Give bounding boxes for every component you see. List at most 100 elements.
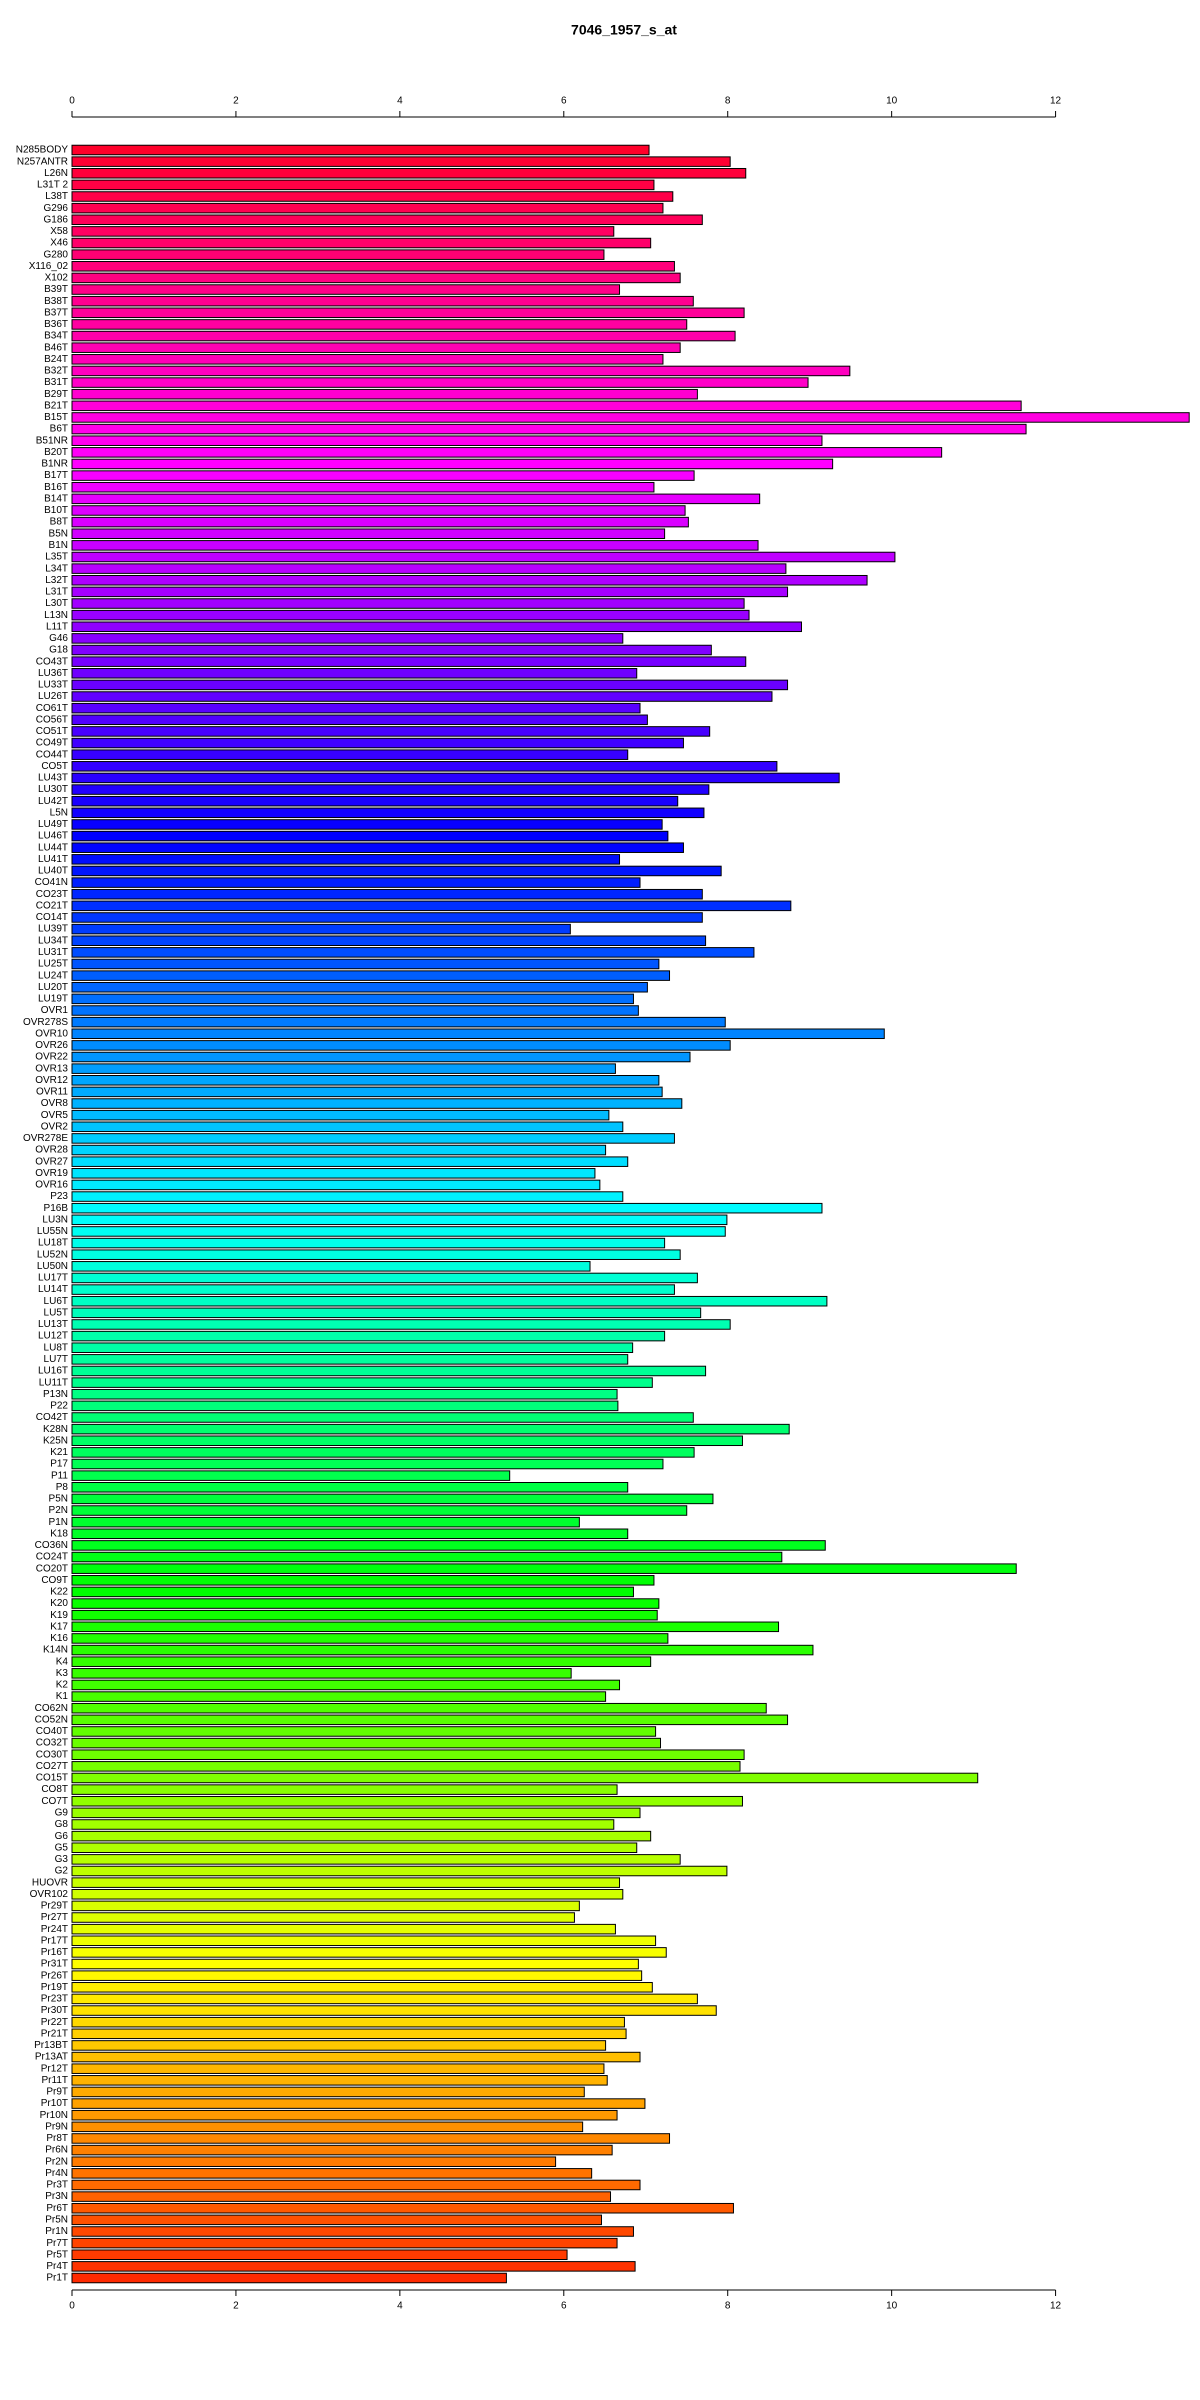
bar xyxy=(71,284,621,295)
y-tick-label: P16B xyxy=(44,1203,69,1214)
bar xyxy=(71,1772,979,1784)
y-tick-label: Pr21T xyxy=(41,2028,68,2039)
y-tick-label: K25N xyxy=(43,1435,68,1446)
y-tick-label: CO40T xyxy=(36,1726,68,1737)
bar xyxy=(71,1400,619,1412)
bar xyxy=(71,644,712,656)
y-tick-label: B17T xyxy=(44,470,68,481)
bar xyxy=(71,1668,572,1679)
y-tick-label: B32T xyxy=(44,366,68,377)
bar xyxy=(71,1086,663,1098)
x-tick-label: 10 xyxy=(886,96,898,107)
bar xyxy=(71,1795,743,1807)
bar xyxy=(71,551,896,563)
bar xyxy=(71,1470,511,1481)
bar xyxy=(71,481,655,493)
bar xyxy=(71,423,1027,435)
y-tick-label: B36T xyxy=(44,319,68,330)
bar xyxy=(71,2063,605,2074)
y-tick-label: Pr13AT xyxy=(35,2052,68,2063)
y-tick-label: LU18T xyxy=(38,1238,68,1249)
bar xyxy=(71,2086,585,2098)
y-tick-label: LU30T xyxy=(38,784,68,795)
bar xyxy=(71,633,624,644)
y-tick-label: Pr30T xyxy=(41,2005,68,2016)
y-tick-label: B16T xyxy=(44,482,68,493)
y-tick-label: OVR19 xyxy=(35,1168,68,1179)
x-tick-label: 4 xyxy=(397,96,403,107)
bar xyxy=(71,400,1022,412)
y-tick-label: LU24T xyxy=(38,970,68,981)
y-tick-label: K19 xyxy=(50,1610,68,1621)
y-tick-label: LU19T xyxy=(38,994,68,1005)
bar xyxy=(71,970,671,981)
bar xyxy=(71,156,731,167)
bar xyxy=(71,1528,629,1540)
x-tick-label: 12 xyxy=(1050,96,1062,107)
y-tick-label: Pr6N xyxy=(45,2145,68,2156)
bar xyxy=(71,458,834,470)
bar xyxy=(71,574,868,586)
bar xyxy=(71,1319,731,1330)
bar xyxy=(71,842,684,853)
bar xyxy=(71,2109,618,2121)
bar xyxy=(71,1912,575,1923)
x-tick-label: 8 xyxy=(725,96,731,107)
y-tick-label: B37T xyxy=(44,307,68,318)
bar xyxy=(71,435,823,446)
y-tick-label: B1N xyxy=(49,540,68,551)
y-tick-label: B34T xyxy=(44,331,68,342)
bar xyxy=(71,1109,610,1121)
bar xyxy=(71,586,789,598)
y-tick-label: LU5T xyxy=(44,1307,68,1318)
x-tick-label: 6 xyxy=(561,2301,567,2312)
bar xyxy=(71,1807,641,1819)
y-tick-label: K21 xyxy=(50,1447,68,1458)
bar xyxy=(71,470,695,481)
bar xyxy=(71,2191,612,2202)
bar xyxy=(71,691,773,702)
bar xyxy=(71,1330,666,1342)
y-tick-label: LU50N xyxy=(37,1261,68,1272)
y-tick-label: Pr9N xyxy=(45,2121,68,2132)
bar xyxy=(71,528,666,540)
bar xyxy=(71,563,787,574)
bar xyxy=(71,2179,641,2191)
bar xyxy=(71,1168,596,1179)
bar xyxy=(71,726,711,737)
bar xyxy=(71,237,652,249)
bar xyxy=(71,993,634,1005)
x-tick-label: 8 xyxy=(725,2301,731,2312)
y-tick-label: Pr23T xyxy=(41,1994,68,2005)
bar xyxy=(71,2028,627,2040)
bar xyxy=(71,272,681,284)
y-tick-label: G5 xyxy=(55,1842,69,1853)
y-tick-label: K3 xyxy=(56,1668,69,1679)
y-tick-label: B21T xyxy=(44,400,68,411)
y-tick-label: Pr5N xyxy=(45,2214,68,2225)
bar xyxy=(71,144,650,156)
y-tick-label: B8T xyxy=(50,517,68,528)
bar xyxy=(71,1342,634,1353)
bar xyxy=(71,1877,621,1888)
y-tick-label: LU20T xyxy=(38,982,68,993)
bar xyxy=(71,1644,814,1656)
y-tick-label: Pr31T xyxy=(41,1959,68,1970)
bar xyxy=(71,2144,613,2156)
bar xyxy=(71,295,694,307)
bar xyxy=(71,2121,584,2133)
bar xyxy=(71,1098,683,1109)
bar xyxy=(71,1237,666,1249)
y-tick-label: LU31T xyxy=(38,947,68,958)
y-tick-label: Pr11T xyxy=(42,2075,69,2086)
y-tick-label: CO56T xyxy=(36,714,68,725)
bar xyxy=(71,2051,641,2063)
bar xyxy=(71,319,688,330)
y-tick-label: G186 xyxy=(44,214,69,225)
y-tick-label: Pr10N xyxy=(40,2110,68,2121)
y-tick-label: K17 xyxy=(50,1621,68,1632)
bar xyxy=(71,1365,707,1377)
y-tick-label: Pr5T xyxy=(46,2249,68,2260)
y-tick-label: K1 xyxy=(56,1691,69,1702)
bar xyxy=(71,516,689,528)
